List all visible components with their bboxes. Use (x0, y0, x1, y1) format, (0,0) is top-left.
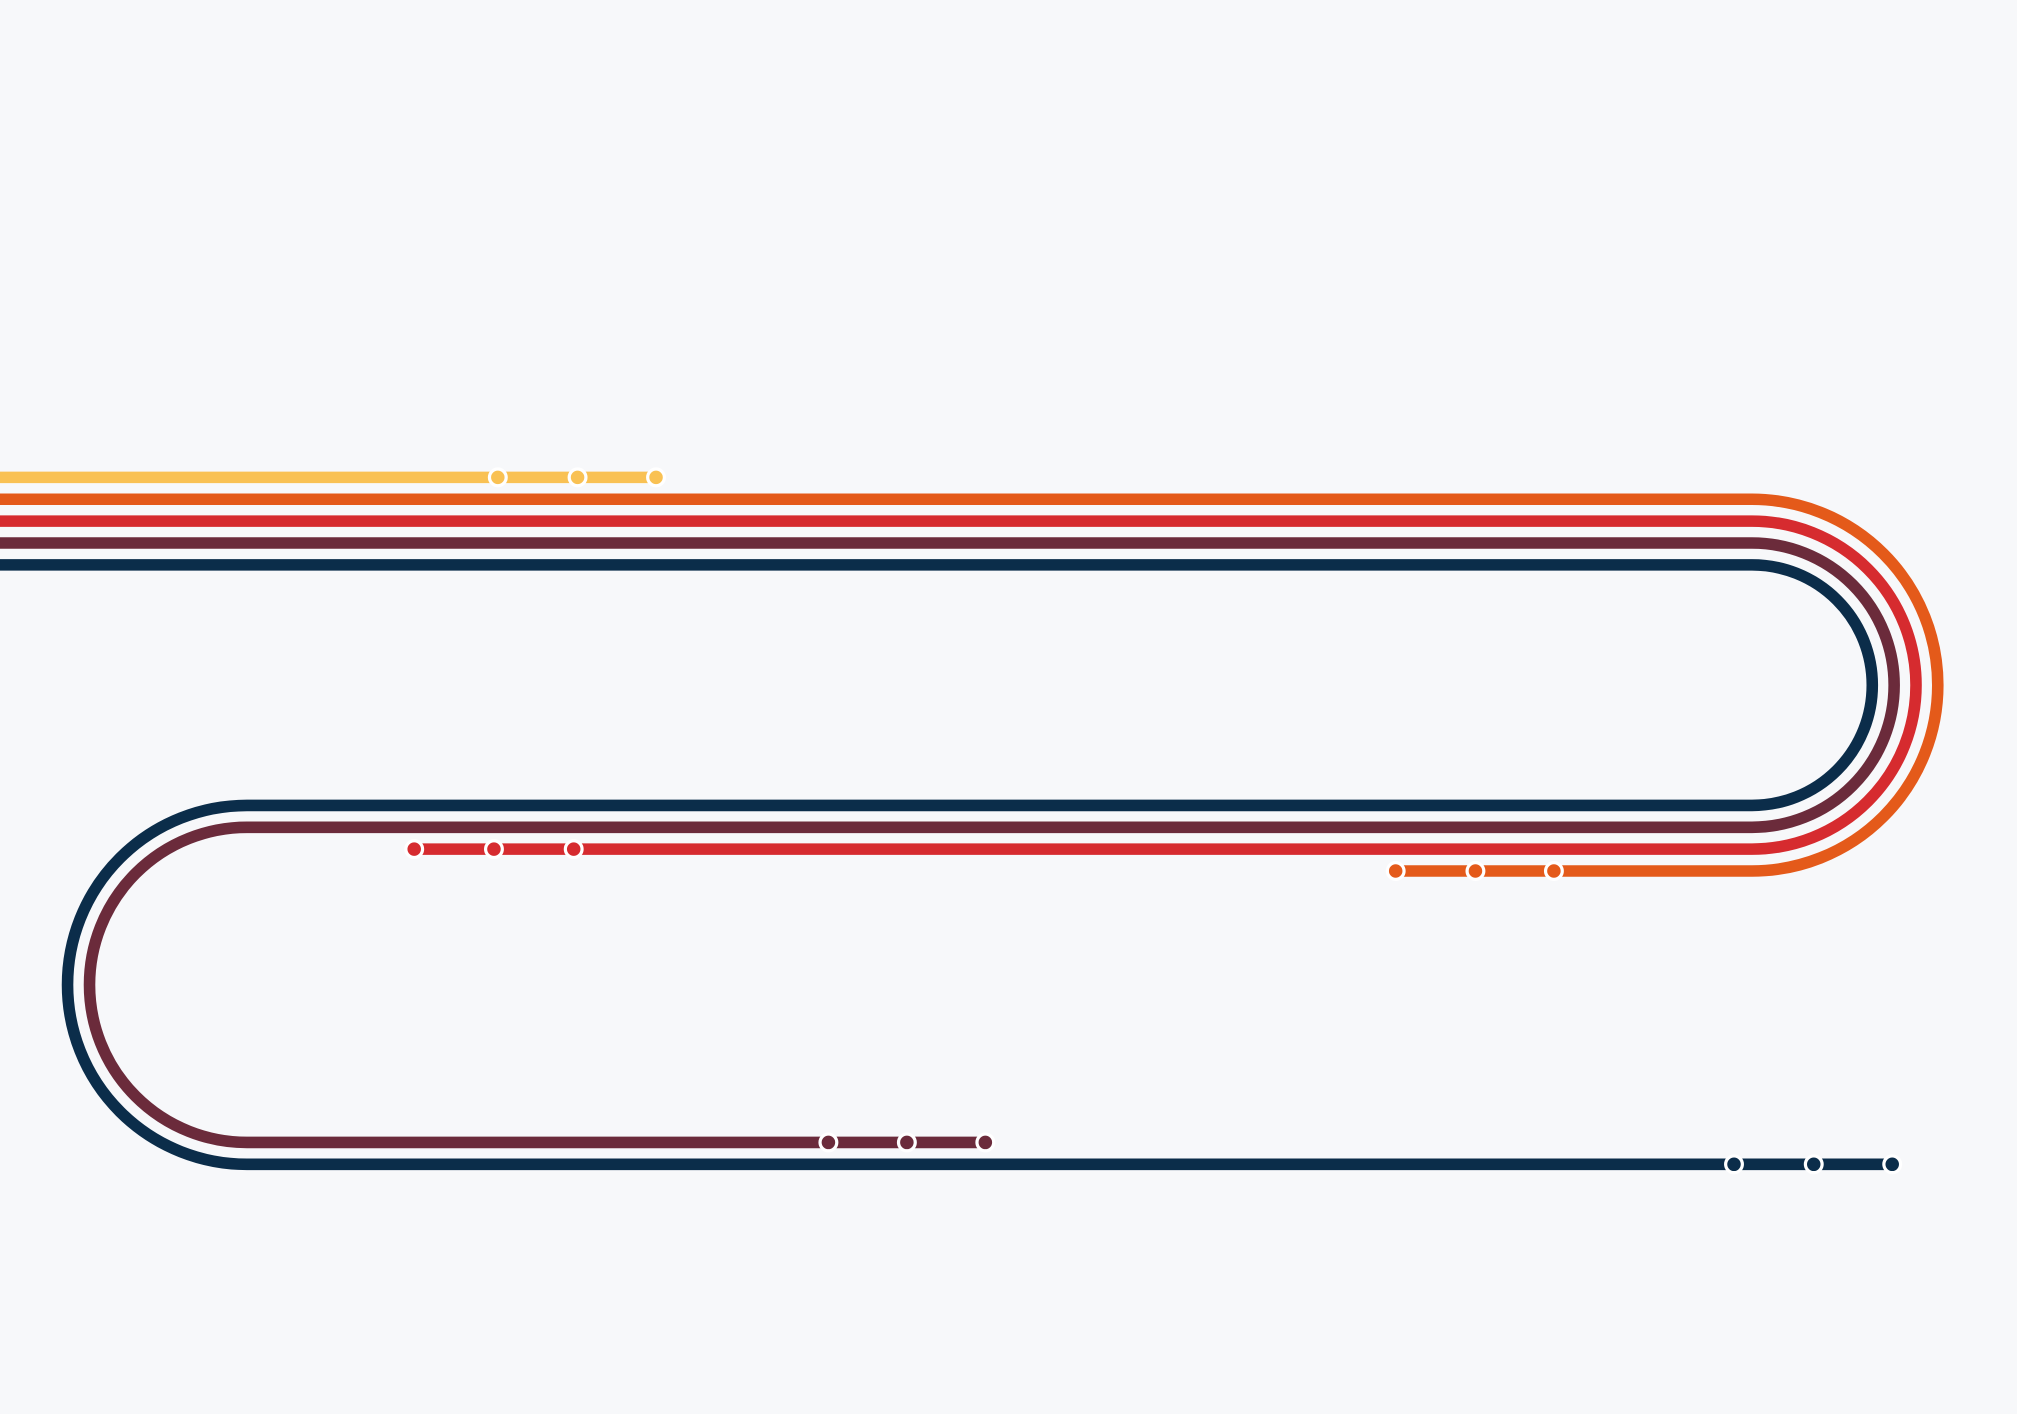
stop (1465, 861, 1486, 881)
stop (1385, 861, 1406, 881)
stop (563, 839, 584, 860)
orange-stops (1385, 861, 1564, 881)
stop (487, 467, 508, 488)
stop (1803, 1154, 1824, 1175)
stop (975, 1132, 996, 1153)
stop (896, 1132, 917, 1153)
maroon-line (0, 537, 1900, 1149)
stop (567, 467, 588, 488)
maroon-stops (818, 1132, 996, 1153)
red-line (0, 515, 1922, 855)
stop (483, 839, 504, 860)
stop (818, 1132, 839, 1153)
yellow-stops (487, 467, 667, 488)
stop (1882, 1154, 1903, 1175)
stop (404, 839, 425, 860)
stop (646, 467, 667, 488)
navy-stops (1724, 1154, 1903, 1175)
red-stops (404, 839, 584, 860)
stop (1724, 1154, 1744, 1175)
orange-line (0, 493, 1944, 877)
stop (1543, 861, 1564, 881)
navy-line (0, 559, 1893, 1171)
